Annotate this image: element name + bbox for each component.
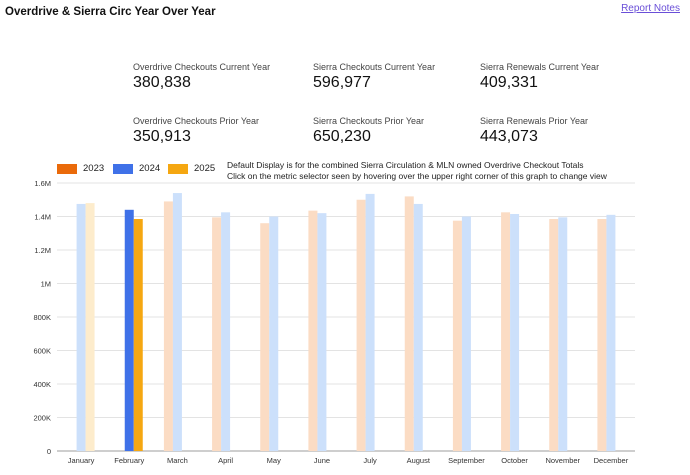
metric-value: 443,073 xyxy=(480,128,538,145)
bar-2023-august[interactable] xyxy=(404,196,414,451)
x-tick-label: October xyxy=(501,456,528,465)
metric-label: Overdrive Checkouts Current Year xyxy=(133,62,271,72)
y-tick-label: 600K xyxy=(33,347,51,356)
metric-label: Overdrive Checkouts Prior Year xyxy=(133,116,260,126)
bar-2025-february[interactable] xyxy=(133,219,143,451)
y-tick-label: 1.4M xyxy=(34,213,51,222)
x-tick-label: May xyxy=(267,456,281,465)
bar-2024-february[interactable] xyxy=(124,209,134,451)
x-tick-label: March xyxy=(167,456,188,465)
metric-value: 380,838 xyxy=(133,74,191,91)
bar-2023-december[interactable] xyxy=(597,219,607,451)
x-tick-label: September xyxy=(448,456,485,465)
bar-2023-september[interactable] xyxy=(452,220,462,451)
x-tick-label: July xyxy=(363,456,377,465)
bar-2024-may[interactable] xyxy=(269,216,279,452)
metric-overdrive-prior: Overdrive Checkouts Prior Year 350,913 xyxy=(133,116,259,146)
y-tick-label: 400K xyxy=(33,380,51,389)
x-tick-label: February xyxy=(114,456,144,465)
legend-label: 2025 xyxy=(194,163,216,174)
bar-2024-april[interactable] xyxy=(221,212,231,451)
x-tick-label: December xyxy=(594,456,629,465)
page-title: Overdrive & Sierra Circ Year Over Year xyxy=(5,6,216,18)
bar-2024-november[interactable] xyxy=(558,217,568,451)
legend-swatch xyxy=(113,163,133,174)
metric-value: 409,331 xyxy=(480,74,538,91)
bar-2023-may[interactable] xyxy=(260,223,270,451)
metric-sierra-current: Sierra Checkouts Current Year 596,977 xyxy=(313,62,435,92)
chart-note-default: Default Display is for the combined Sier… xyxy=(227,160,584,170)
metric-value: 596,977 xyxy=(313,74,371,91)
bar-2023-april[interactable] xyxy=(212,217,222,451)
y-tick-label: 200K xyxy=(33,414,51,423)
y-tick-label: 1.2M xyxy=(34,246,51,255)
x-tick-label: April xyxy=(218,456,233,465)
metric-renewals-prior: Sierra Renewals Prior Year 443,073 xyxy=(480,116,588,146)
y-tick-label: 0 xyxy=(47,447,51,456)
bar-2024-august[interactable] xyxy=(413,203,423,451)
legend-item-2023[interactable]: 2023 xyxy=(57,163,104,174)
x-tick-label: June xyxy=(314,456,330,465)
bar-2024-january[interactable] xyxy=(76,203,86,451)
y-tick-label: 1M xyxy=(41,280,51,289)
chart-note-selector: Click on the metric selector seen by hov… xyxy=(227,171,607,181)
y-tick-label: 1.6M xyxy=(34,179,51,188)
x-tick-label: August xyxy=(407,456,431,465)
metric-value: 650,230 xyxy=(313,128,371,145)
bar-2023-march[interactable] xyxy=(163,201,173,451)
bar-2023-november[interactable] xyxy=(549,219,559,451)
bar-2024-march[interactable] xyxy=(172,193,182,452)
legend-swatch xyxy=(57,163,77,174)
legend-label: 2023 xyxy=(83,163,105,174)
bar-2023-october[interactable] xyxy=(501,212,511,451)
bar-2024-july[interactable] xyxy=(365,193,375,451)
y-tick-label: 800K xyxy=(33,313,51,322)
metric-label: Sierra Renewals Current Year xyxy=(480,62,600,72)
metric-label: Sierra Checkouts Prior Year xyxy=(313,116,425,126)
bar-2025-january[interactable] xyxy=(85,203,95,451)
bar-2024-december[interactable] xyxy=(606,214,616,451)
bar-2024-october[interactable] xyxy=(510,213,520,451)
legend-item-2024[interactable]: 2024 xyxy=(113,163,160,174)
metric-label: Sierra Renewals Prior Year xyxy=(480,116,589,126)
bar-2023-july[interactable] xyxy=(356,199,366,451)
bar-2024-september[interactable] xyxy=(461,216,471,452)
metric-overdrive-current: Overdrive Checkouts Current Year 380,838 xyxy=(133,62,270,92)
bar-2023-june[interactable] xyxy=(308,210,318,451)
metric-label: Sierra Checkouts Current Year xyxy=(313,62,436,72)
legend-swatch xyxy=(168,163,188,174)
bar-2024-june[interactable] xyxy=(317,213,327,451)
metric-renewals-current: Sierra Renewals Current Year 409,331 xyxy=(480,62,599,92)
metric-sierra-prior: Sierra Checkouts Prior Year 650,230 xyxy=(313,116,424,146)
x-tick-label: January xyxy=(68,456,95,465)
legend-item-2025[interactable]: 2025 xyxy=(168,163,215,174)
legend-label: 2024 xyxy=(139,163,161,174)
x-tick-label: November xyxy=(545,456,580,465)
report-notes-link[interactable]: Report Notes xyxy=(621,3,680,14)
metric-value: 350,913 xyxy=(133,128,191,145)
